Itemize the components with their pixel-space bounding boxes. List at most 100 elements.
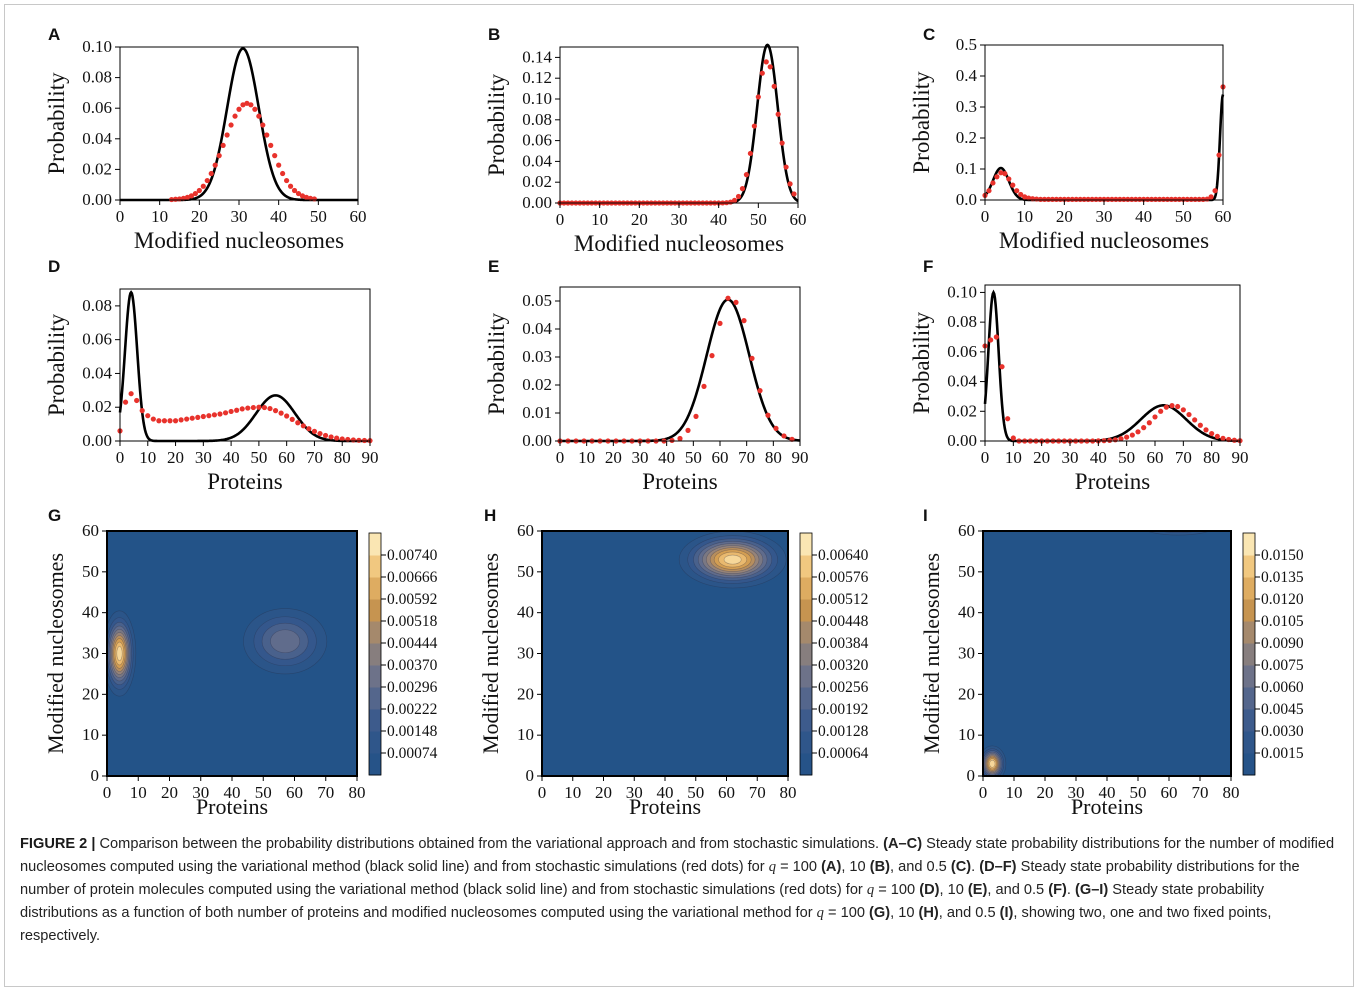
y-tick-label: 0.05 xyxy=(522,291,552,310)
y-tick-label: 10 xyxy=(517,725,534,744)
x-tick-label: 80 xyxy=(334,448,351,467)
simulation-point xyxy=(260,122,266,128)
colorbar-tick-label: 0.0075 xyxy=(1261,657,1304,674)
y-axis-label: Modified nucleosomes xyxy=(43,553,68,754)
y-tick-label: 0.06 xyxy=(947,342,977,361)
simulation-point xyxy=(1121,196,1127,202)
caption-symbol: q xyxy=(816,905,824,921)
plot-frame xyxy=(984,284,1241,442)
colorbar-tick-label: 0.00444 xyxy=(387,635,438,652)
x-axis-label: Proteins xyxy=(629,794,701,819)
simulation-point xyxy=(1118,436,1124,442)
caption-ref: (D) xyxy=(919,882,940,898)
simulation-point xyxy=(757,388,763,394)
x-tick-label: 30 xyxy=(671,210,688,229)
x-tick-label: 30 xyxy=(192,783,209,802)
colorbar-tick-label: 0.00222 xyxy=(387,701,437,718)
y-tick-label: 0.00 xyxy=(522,193,552,212)
x-tick-label: 40 xyxy=(1099,783,1116,802)
simulation-point xyxy=(220,142,226,148)
panel-f: F 0 10 20 30 40 50 60 70 80 90 0.00 0.02 0.04 0.06 0.08… xyxy=(909,257,1249,494)
x-tick-label: 20 xyxy=(1037,783,1054,802)
x-tick-label: 60 xyxy=(790,210,807,229)
simulation-point xyxy=(172,196,179,202)
panel-e: E 0 10 20 30 40 50 60 70 80 90 0.00 0.01 0.02 0.03 0.04… xyxy=(484,257,809,494)
simulation-point xyxy=(1026,195,1032,201)
colorbar-segment xyxy=(369,709,381,732)
simulation-point xyxy=(1160,196,1167,202)
variational-curve xyxy=(983,289,1241,443)
colorbar-segment xyxy=(800,643,812,666)
simulation-point xyxy=(1176,196,1182,202)
x-tick-label: 20 xyxy=(167,448,184,467)
y-tick-label: 30 xyxy=(958,644,975,663)
x-tick-label: 40 xyxy=(1090,448,1107,467)
simulation-point xyxy=(1089,196,1095,202)
colorbar-segment xyxy=(369,599,381,622)
simulation-point xyxy=(1112,437,1118,443)
simulation-point xyxy=(1061,196,1067,202)
panel-letter: B xyxy=(488,25,500,44)
caption-ref: (H) xyxy=(918,905,939,921)
x-tick-label: 40 xyxy=(224,783,241,802)
plot-frame xyxy=(984,44,1224,201)
simulation-point xyxy=(264,132,270,138)
colorbar-segment xyxy=(800,709,812,732)
x-tick-label: 60 xyxy=(350,207,367,226)
x-tick-label: 70 xyxy=(749,783,766,802)
simulation-point xyxy=(986,188,992,194)
x-tick-label: 20 xyxy=(595,783,612,802)
x-axis-label: Proteins xyxy=(196,794,268,819)
caption-text: Steady state probability distributions f… xyxy=(20,859,1300,898)
simulation-point xyxy=(222,410,229,416)
simulation-point xyxy=(311,428,318,434)
colorbar-tick-label: 0.0045 xyxy=(1261,701,1304,718)
simulation-point xyxy=(990,180,996,186)
simulation-point xyxy=(299,193,306,199)
colorbar-tick-label: 0.00640 xyxy=(818,547,869,564)
simulation-point xyxy=(1085,196,1091,202)
simulation-point xyxy=(361,437,368,444)
colorbar-segment xyxy=(369,555,381,578)
simulation-point xyxy=(1149,196,1155,202)
x-tick-label: 60 xyxy=(712,448,729,467)
simulation-point xyxy=(228,122,234,128)
caption-text: = 100 xyxy=(828,905,865,921)
simulation-point xyxy=(1168,196,1175,202)
simulation-point xyxy=(1002,171,1008,177)
simulation-point xyxy=(276,162,282,168)
simulation-point xyxy=(701,383,707,389)
x-tick-label: 20 xyxy=(1056,207,1073,226)
simulation-point xyxy=(1216,152,1222,158)
simulation-point xyxy=(334,435,340,441)
y-axis-label: Probability xyxy=(44,72,69,175)
x-axis-label: Modified nucleosomes xyxy=(574,231,784,256)
simulation-point xyxy=(208,170,214,177)
simulation-point xyxy=(759,70,765,76)
caption-text: = 100 xyxy=(780,859,817,875)
x-axis-label: Modified nucleosomes xyxy=(999,228,1209,253)
colorbar-tick-label: 0.0060 xyxy=(1261,679,1304,696)
simulation-point xyxy=(216,153,222,159)
x-tick-label: 50 xyxy=(1175,207,1192,226)
simulation-point xyxy=(256,113,262,119)
simulation-point xyxy=(763,59,769,65)
simulation-point xyxy=(244,100,250,106)
colorbar-tick-label: 0.00296 xyxy=(387,679,438,696)
simulation-point xyxy=(291,187,298,194)
x-tick-label: 50 xyxy=(255,783,272,802)
colorbar-segment xyxy=(1243,643,1255,666)
simulation-point xyxy=(1053,196,1059,202)
x-axis-label: Proteins xyxy=(207,469,282,494)
simulation-point xyxy=(1145,196,1151,202)
simulation-point xyxy=(295,420,301,426)
x-tick-label: 60 xyxy=(1161,783,1178,802)
simulation-point xyxy=(1186,411,1192,418)
simulation-point xyxy=(211,412,218,418)
x-tick-label: 60 xyxy=(278,448,295,467)
x-tick-label: 0 xyxy=(556,448,565,467)
x-tick-label: 10 xyxy=(1005,448,1022,467)
caption-text: , 10 xyxy=(841,859,866,875)
simulation-point xyxy=(1093,196,1099,202)
colorbar-segment xyxy=(800,621,812,644)
